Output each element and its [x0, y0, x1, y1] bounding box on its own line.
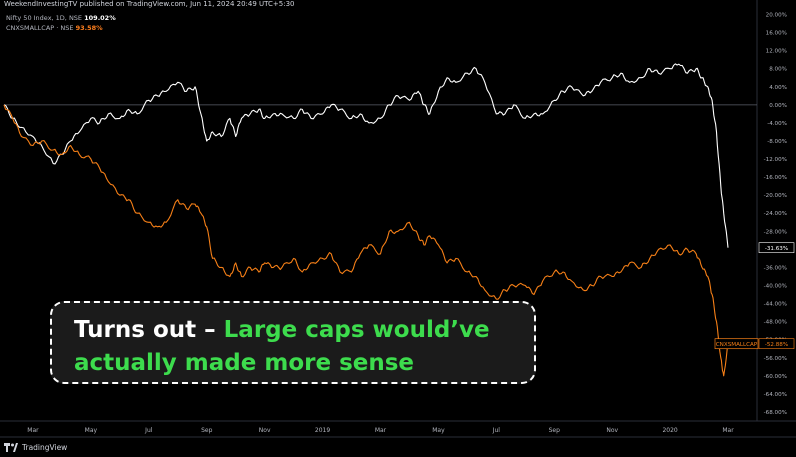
- tradingview-brand[interactable]: TradingView: [4, 443, 67, 452]
- x-tick-label: Mar: [375, 427, 387, 434]
- y-tick-label: 12.00%: [766, 49, 787, 55]
- x-tick-label: 2020: [662, 427, 677, 434]
- legend-smallcap[interactable]: CNXSMALLCAP · NSE 93.58%: [6, 24, 103, 32]
- callout-highlight-text: Large caps would’ve actually made more s…: [74, 317, 490, 376]
- nifty-series-line: [3, 63, 729, 248]
- legend-nifty[interactable]: Nifty 50 Index, 1D, NSE 109.02%: [6, 14, 116, 22]
- y-tick-label: -4.00%: [767, 121, 787, 127]
- y-tick-label: -12.00%: [764, 157, 787, 163]
- smallcap-last-value-badge: CNXSMALLCAP -52.88%: [714, 338, 795, 350]
- y-tick-label: -24.00%: [764, 211, 787, 217]
- x-tick-label: May: [85, 427, 98, 434]
- y-tick-label: -68.00%: [764, 410, 787, 416]
- smallcap-last-value-text: -52.88%: [765, 342, 788, 348]
- chart-series: [3, 63, 729, 377]
- tradingview-brand-text: TradingView: [22, 443, 68, 452]
- callout-lead-text: Turns out –: [74, 317, 224, 343]
- smallcap-series-line: [3, 104, 729, 377]
- y-tick-label: -40.00%: [764, 284, 787, 290]
- x-tick-label: Sep: [201, 427, 213, 434]
- x-tick-label: Nov: [259, 427, 271, 434]
- y-tick-label: -20.00%: [764, 193, 787, 199]
- x-tick-label: 2019: [315, 427, 330, 434]
- legend-nifty-value: 109.02%: [84, 14, 116, 22]
- x-tick-label: Sep: [549, 427, 561, 434]
- y-tick-label: -64.00%: [764, 392, 787, 398]
- y-tick-label: -44.00%: [764, 302, 787, 308]
- y-tick-label: -16.00%: [764, 175, 787, 181]
- legend-smallcap-value: 93.58%: [75, 24, 103, 32]
- y-tick-label: 16.00%: [766, 31, 787, 37]
- x-tick-label: May: [432, 427, 445, 434]
- nifty-last-value-text: -31.63%: [765, 246, 788, 252]
- x-tick-label: Mar: [722, 427, 734, 434]
- y-axis: 20.00% 16.00% 12.00% 8.00% 4.00% 0.00% -4.00% -…: [764, 13, 787, 416]
- y-tick-label: 4.00%: [769, 85, 787, 91]
- y-tick-label: 20.00%: [766, 13, 787, 19]
- nifty-last-value-badge: -31.63%: [758, 242, 795, 254]
- y-tick-label: 8.00%: [769, 67, 787, 73]
- chart-grid: [0, 0, 796, 438]
- publisher-caption: WeekendInvestingTV published on TradingV…: [4, 0, 295, 8]
- y-tick-label: -60.00%: [764, 374, 787, 380]
- tradingview-logo-icon: [4, 443, 18, 452]
- x-tick-label: Jul: [144, 427, 153, 434]
- y-tick-label: -48.00%: [764, 320, 787, 326]
- x-tick-label: Mar: [27, 427, 39, 434]
- smallcap-last-name-text: CNXSMALLCAP: [716, 342, 758, 348]
- y-tick-label: -28.00%: [764, 229, 787, 235]
- y-tick-label: 0.00%: [769, 103, 787, 109]
- legend-nifty-name: Nifty 50 Index, 1D, NSE: [6, 14, 83, 22]
- callout-box: Turns out – Large caps would’ve actually…: [50, 301, 536, 384]
- y-tick-label: -56.00%: [764, 356, 787, 362]
- last-value-labels: -31.63% CNXSMALLCAP -52.88%: [714, 242, 795, 350]
- x-tick-label: Nov: [606, 427, 618, 434]
- x-tick-label: Jul: [492, 427, 501, 434]
- x-axis: Mar May Jul Sep Nov 2019 Mar May Jul Sep Nov 2020 Ma…: [27, 427, 734, 434]
- legend-smallcap-name: CNXSMALLCAP · NSE: [6, 24, 74, 32]
- y-tick-label: -8.00%: [767, 139, 787, 145]
- y-tick-label: -36.00%: [764, 265, 787, 271]
